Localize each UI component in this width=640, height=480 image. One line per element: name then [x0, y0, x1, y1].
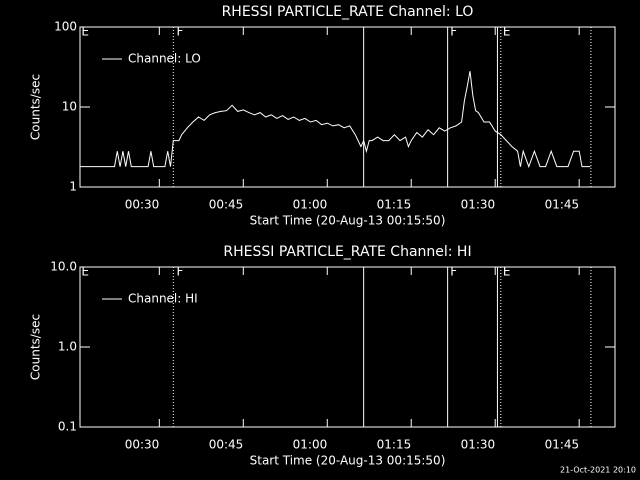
event-flag: E: [81, 265, 89, 279]
event-flag: E: [81, 25, 89, 39]
y-tick-label: 10.0: [50, 260, 77, 274]
x-tick-label: 00:30: [125, 438, 160, 452]
event-flag: F: [177, 265, 184, 279]
x-tick-label: 00:45: [209, 198, 244, 212]
event-flag: F: [450, 25, 457, 39]
x-tick-label: 01:15: [377, 438, 412, 452]
x-tick-label: 00:30: [125, 198, 160, 212]
y-tick-label: 1.0: [58, 340, 77, 354]
y-axis-label: Counts/sec: [29, 314, 43, 380]
legend-label: Channel: HI: [128, 292, 198, 306]
x-tick-label: 01:15: [377, 198, 412, 212]
x-tick-label: 01:00: [293, 198, 328, 212]
x-tick-label: 01:45: [545, 198, 580, 212]
x-axis-label: Start Time (20-Aug-13 00:15:50): [250, 454, 446, 468]
x-tick-label: 01:30: [461, 438, 496, 452]
chart-title: RHESSI PARTICLE_RATE Channel: HI: [223, 244, 471, 260]
chart-title: RHESSI PARTICLE_RATE Channel: LO: [222, 4, 474, 20]
event-flag: F: [450, 265, 457, 279]
y-tick-label: 100: [54, 20, 77, 34]
y-tick-label: 10: [62, 100, 77, 114]
x-tick-label: 00:45: [209, 438, 244, 452]
x-axis-label: Start Time (20-Aug-13 00:15:50): [250, 214, 446, 228]
x-tick-label: 01:30: [461, 198, 496, 212]
y-axis-label: Counts/sec: [29, 74, 43, 140]
legend-label: Channel: LO: [128, 52, 201, 66]
event-flag: E: [503, 265, 511, 279]
data-line: [80, 71, 591, 169]
timestamp: 21-Oct-2021 20:10: [560, 466, 636, 475]
y-tick-label: 0.1: [58, 420, 77, 434]
event-flag: E: [503, 25, 511, 39]
y-tick-label: 1: [69, 180, 77, 194]
x-tick-label: 01:45: [545, 438, 580, 452]
x-tick-label: 01:00: [293, 438, 328, 452]
event-flag: F: [177, 25, 184, 39]
